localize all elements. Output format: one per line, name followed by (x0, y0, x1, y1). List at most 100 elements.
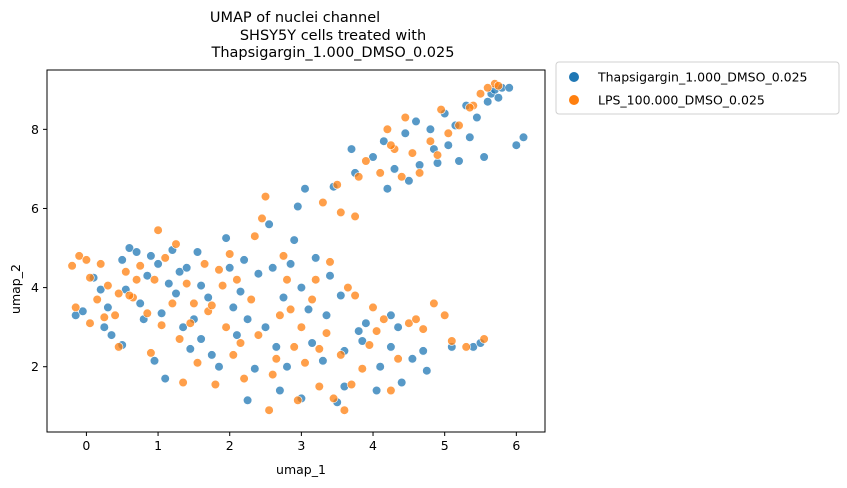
scatter-point-series-1-71 (443, 128, 453, 138)
scatter-point-series-0-76 (415, 160, 425, 170)
x-tick-label-1: 1 (154, 438, 162, 453)
scatter-point-series-1-48 (336, 350, 346, 360)
scatter-point-series-1-7 (103, 281, 113, 291)
y-axis-label: umap_2 (8, 264, 23, 314)
scatter-point-series-1-8 (110, 310, 120, 320)
scatter-point-series-0-105 (275, 385, 285, 396)
scatter-point-series-1-41 (300, 358, 310, 368)
x-tick-label-2: 2 (226, 438, 234, 453)
scatter-point-series-0-69 (386, 342, 396, 352)
scatter-point-series-1-1 (71, 302, 81, 313)
scatter-point-series-1-81 (114, 342, 124, 352)
scatter-point-series-0-1 (78, 306, 88, 316)
x-tick-label-5: 5 (441, 438, 449, 453)
scatter-point-series-1-66 (415, 168, 425, 178)
scatter-point-series-1-29 (232, 275, 242, 285)
scatter-point-series-1-26 (218, 281, 228, 291)
scatter-point-series-1-55 (368, 302, 378, 313)
scatter-point-series-0-71 (393, 322, 403, 332)
scatter-point-series-0-26 (192, 247, 203, 257)
scatter-point-series-0-86 (454, 156, 464, 166)
scatter-point-series-1-16 (157, 320, 167, 330)
scatter-point-series-1-98 (171, 239, 181, 249)
scatter-point-series-1-6 (96, 259, 106, 269)
scatter-point-series-0-29 (207, 350, 217, 360)
scatter-point-series-1-83 (178, 377, 188, 388)
scatter-point-series-1-30 (239, 374, 249, 384)
scatter-point-series-0-55 (325, 271, 335, 281)
scatter-point-series-0-12 (135, 298, 145, 309)
scatter-point-series-1-58 (382, 124, 393, 134)
scatter-point-series-1-37 (275, 310, 285, 320)
scatter-point-series-1-86 (250, 231, 260, 241)
scatter-point-series-0-72 (397, 377, 407, 388)
scatter-point-series-1-5 (92, 294, 102, 305)
scatter-point-series-1-22 (192, 358, 203, 368)
scatter-point-series-1-97 (124, 290, 134, 301)
scatter-point-series-1-54 (361, 156, 371, 166)
scatter-point-series-0-18 (164, 279, 174, 289)
scatter-point-series-1-96 (99, 312, 109, 322)
scatter-point-series-0-88 (465, 132, 475, 142)
scatter-point-series-0-36 (239, 255, 249, 265)
scatter-point-series-1-110 (336, 207, 346, 217)
scatter-point-series-0-33 (228, 302, 238, 313)
scatter-point-series-1-19 (175, 334, 185, 344)
scatter-point-series-1-50 (346, 379, 357, 390)
scatter-point-series-1-100 (278, 251, 289, 261)
scatter-point-series-1-25 (210, 379, 220, 390)
scatter-point-series-0-74 (404, 176, 414, 186)
scatter-point-series-1-82 (146, 348, 156, 358)
scatter-point-series-0-3 (96, 285, 106, 295)
scatter-point-series-1-43 (314, 381, 324, 392)
scatter-point-series-1-57 (375, 168, 385, 178)
scatter-point-series-0-41 (264, 219, 274, 229)
scatter-point-series-0-27 (196, 281, 206, 291)
scatter-point-series-0-64 (368, 152, 378, 162)
scatter-point-series-0-43 (271, 342, 281, 352)
scatter-point-series-1-28 (228, 350, 238, 360)
scatter-point-series-0-100 (518, 132, 529, 142)
legend-box (555, 61, 840, 115)
scatter-point-series-1-32 (253, 330, 263, 340)
scatter-point-series-1-68 (425, 136, 436, 146)
scatter-point-series-0-51 (307, 338, 317, 348)
legend: Thapsigargin_1.000_DMSO_0.025 LPS_100.00… (555, 61, 840, 115)
scatter-point-series-0-23 (182, 263, 192, 273)
scatter-point-series-1-76 (475, 89, 486, 99)
scatter-point-series-1-38 (282, 275, 292, 285)
scatter-point-series-0-104 (243, 395, 253, 405)
scatter-point-series-1-12 (135, 261, 145, 271)
scatter-point-series-1-106 (483, 83, 493, 93)
scatter-point-series-0-6 (106, 330, 117, 340)
scatter-point-series-1-13 (142, 308, 152, 318)
scatter-point-series-0-17 (157, 308, 167, 318)
scatter-point-series-1-90 (329, 393, 339, 404)
scatter-point-series-1-101 (314, 344, 324, 354)
legend-label-lps: LPS_100.000_DMSO_0.025 (598, 93, 765, 108)
scatter-point-series-1-17 (160, 253, 170, 263)
scatter-point-series-1-21 (185, 318, 195, 328)
scatter-point-series-1-105 (465, 102, 475, 113)
scatter-point-series-1-79 (493, 81, 504, 91)
points-layer (67, 79, 529, 415)
scatter-point-series-0-102 (160, 374, 170, 384)
scatter-point-series-0-109 (386, 310, 396, 320)
scatter-point-series-1-35 (264, 405, 274, 415)
scatter-point-series-0-31 (221, 233, 231, 243)
scatter-point-series-0-77 (418, 346, 428, 356)
scatter-point-series-1-61 (393, 354, 403, 364)
scatter-point-series-0-99 (511, 140, 521, 150)
scatter-point-series-0-73 (400, 128, 410, 138)
x-axis-label: umap_1 (276, 462, 326, 477)
scatter-point-series-0-11 (132, 247, 142, 257)
scatter-point-series-0-98 (504, 83, 514, 93)
scatter-point-series-1-94 (411, 314, 421, 324)
scatter-point-series-1-56 (372, 326, 382, 336)
scatter-point-series-1-99 (214, 265, 224, 275)
scatter-point-series-1-33 (257, 213, 267, 223)
scatter-point-series-1-64 (404, 318, 414, 328)
scatter-point-series-1-10 (121, 267, 131, 277)
scatter-point-series-1-9 (114, 288, 124, 299)
